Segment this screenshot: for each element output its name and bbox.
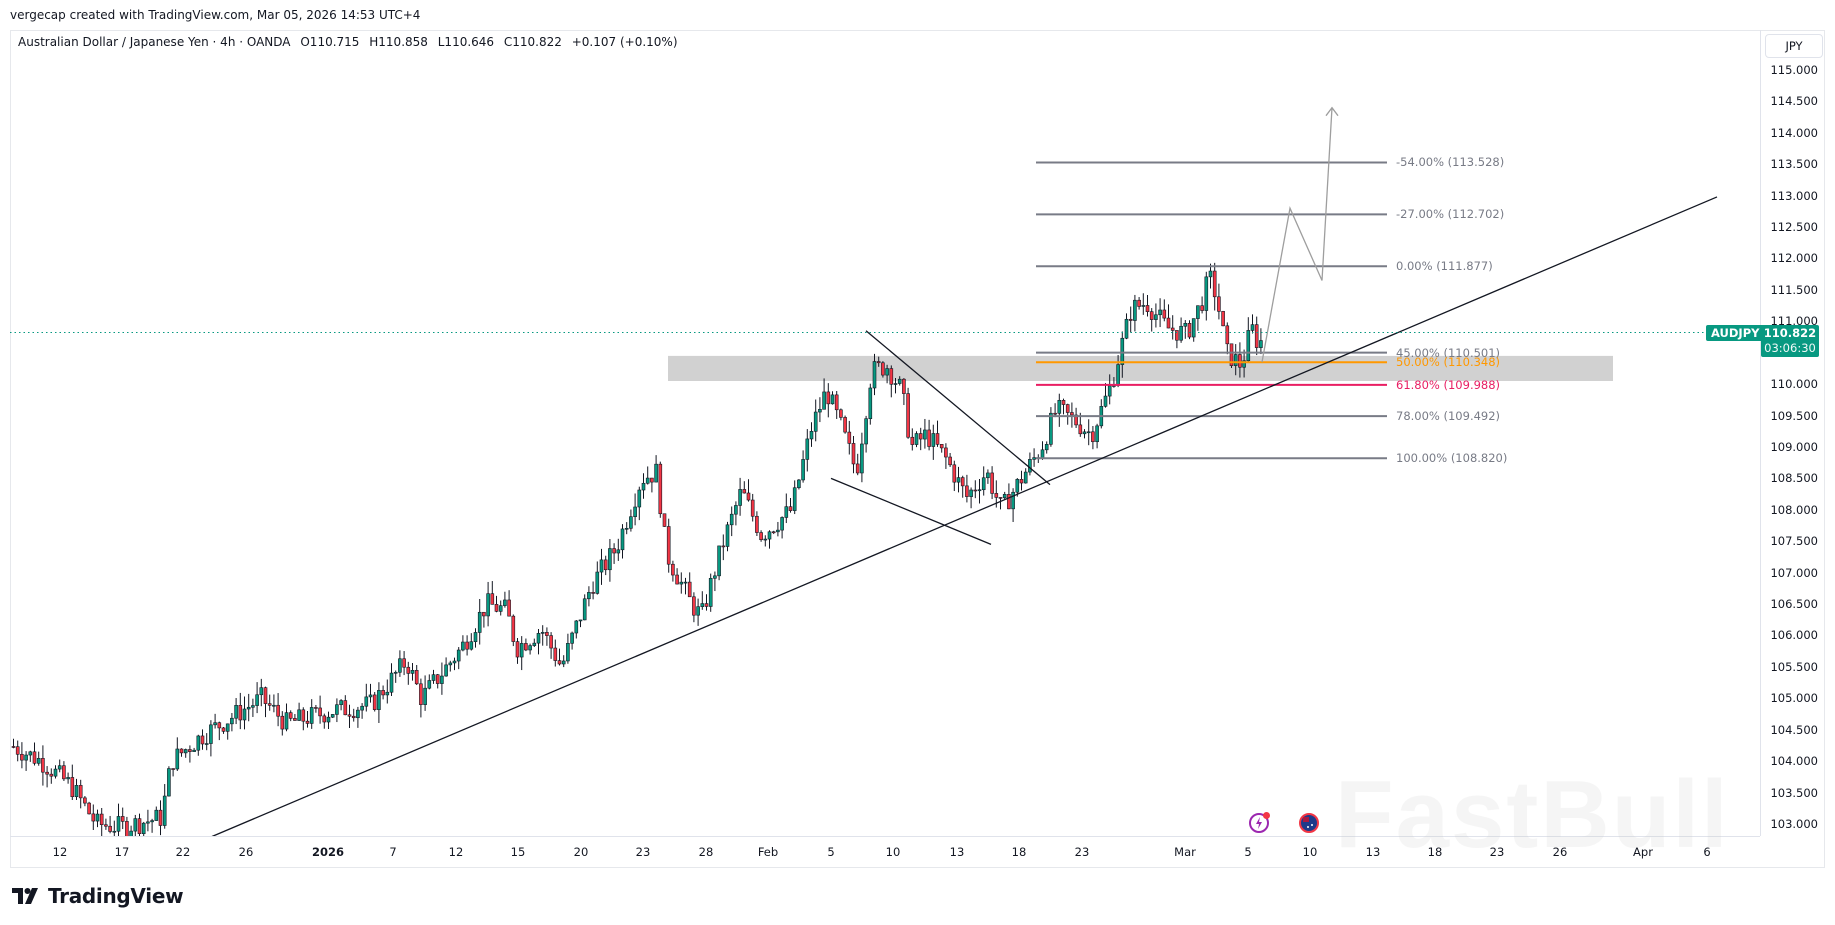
- price-tick: 112.500: [1770, 220, 1818, 235]
- time-tick: 23: [1489, 845, 1505, 859]
- time-tick: 18: [1011, 845, 1027, 859]
- projection-path: [1261, 107, 1333, 363]
- time-tick: 5: [1244, 845, 1252, 859]
- price-tick: 115.000: [1770, 63, 1818, 77]
- time-tick: 6: [1703, 845, 1711, 859]
- price-tick: 110.000: [1770, 377, 1818, 392]
- time-tick: 10: [885, 845, 901, 859]
- price-tick: 103.000: [1770, 816, 1818, 831]
- time-tick: 15: [510, 845, 526, 859]
- time-tick: Apr: [1633, 845, 1653, 859]
- time-tick: 28: [698, 845, 714, 859]
- fib-level-label: 50.00% (110.348): [1396, 355, 1501, 370]
- time-tick: 23: [1074, 845, 1090, 859]
- price-tick: 109.500: [1770, 408, 1818, 423]
- currency-button[interactable]: JPY: [1765, 34, 1823, 58]
- fastbull-watermark: FastBull: [1335, 761, 1730, 868]
- projection-arrowhead: [1325, 106, 1339, 117]
- uptrend-line: [211, 196, 1718, 836]
- last-price-value: 110.822: [1763, 325, 1817, 340]
- price-tick: 103.500: [1770, 785, 1818, 800]
- time-tick: 23: [635, 845, 651, 859]
- time-tick: 22: [175, 845, 191, 859]
- fib-level-label: -54.00% (113.528): [1396, 155, 1505, 170]
- price-tick: 105.500: [1770, 659, 1818, 674]
- ohlc-close: C110.822: [503, 35, 562, 49]
- fib-level-label: 100.00% (108.820): [1396, 451, 1508, 466]
- symbol-price-label: AUDJPY: [1706, 324, 1765, 341]
- price-tick: 113.000: [1770, 188, 1818, 203]
- price-tick: 107.500: [1770, 534, 1818, 549]
- price-tick: 106.000: [1770, 628, 1818, 643]
- support-zone: [668, 355, 1613, 382]
- chart-frame: [10, 30, 1825, 868]
- fib-level-label: 45.00% (110.501): [1396, 345, 1501, 360]
- tradingview-brand: TradingView: [48, 884, 184, 908]
- price-tick: 114.500: [1770, 94, 1818, 109]
- time-tick: 26: [1552, 845, 1568, 859]
- price-tick: 111.500: [1770, 282, 1818, 297]
- time-tick: 12: [52, 845, 68, 859]
- time-tick: 18: [1427, 845, 1443, 859]
- fib-level-label: 61.80% (109.988): [1396, 377, 1501, 392]
- chart-plot-area[interactable]: [10, 30, 1760, 836]
- fib-level-label: 0.00% (111.877): [1396, 259, 1493, 274]
- wedge-lower-line: [830, 477, 992, 545]
- fib-level-label: -27.00% (112.702): [1396, 207, 1505, 222]
- fib-level-label: 78.00% (109.492): [1396, 409, 1501, 424]
- earnings-event-icon[interactable]: [1249, 812, 1270, 833]
- last-price-label: 110.822 03:06:30: [1761, 324, 1819, 357]
- time-tick: 7: [389, 845, 397, 859]
- price-tick: 106.500: [1770, 597, 1818, 612]
- time-tick: 26: [238, 845, 254, 859]
- time-tick: 10: [1302, 845, 1318, 859]
- price-tick: 105.000: [1770, 691, 1818, 706]
- time-tick: 13: [1365, 845, 1381, 859]
- time-tick: 20: [573, 845, 589, 859]
- time-tick: 5: [827, 845, 835, 859]
- tradingview-logo[interactable]: TradingView: [12, 884, 184, 908]
- chart-credit: vergecap created with TradingView.com, M…: [10, 8, 421, 22]
- time-tick: 12: [448, 845, 464, 859]
- ohlc-high: H110.858: [369, 35, 428, 49]
- ohlc-low: L110.646: [437, 35, 495, 49]
- time-tick: 13: [949, 845, 965, 859]
- price-tick: 107.000: [1770, 565, 1818, 580]
- price-tick: 109.000: [1770, 439, 1818, 454]
- price-tick: 104.500: [1770, 722, 1818, 737]
- price-tick: 104.000: [1770, 754, 1818, 769]
- wedge-upper-line: [865, 330, 1051, 486]
- price-axis[interactable]: JPY 115.000 114.500 114.000 113.500 113.000 1…: [1760, 30, 1826, 836]
- symbol-title: Australian Dollar / Japanese Yen · 4h · …: [18, 35, 291, 49]
- time-tick: Mar: [1174, 845, 1196, 859]
- ohlc-change: +0.107 (+0.10%): [571, 35, 678, 49]
- tradingview-logo-icon: [12, 888, 38, 904]
- time-tick: Feb: [757, 845, 779, 859]
- price-tick: 113.500: [1770, 157, 1818, 172]
- price-tick: 114.000: [1770, 125, 1818, 140]
- price-tick: 108.500: [1770, 471, 1818, 486]
- time-axis[interactable]: 12 17 22 26 2026 7 12 15 20 23 28 Feb 5 10 13 18 23 Mar 5 1…: [10, 836, 1760, 867]
- bar-countdown: 03:06:30: [1764, 340, 1816, 355]
- symbol-legend[interactable]: Australian Dollar / Japanese Yen · 4h · …: [18, 35, 684, 49]
- price-tick: 108.000: [1770, 502, 1818, 517]
- time-tick: 2026: [311, 845, 345, 859]
- australia-flag-event-icon[interactable]: [1299, 813, 1319, 833]
- price-tick: 112.000: [1770, 251, 1818, 266]
- ohlc-open: O110.715: [300, 35, 360, 49]
- time-tick: 17: [114, 845, 130, 859]
